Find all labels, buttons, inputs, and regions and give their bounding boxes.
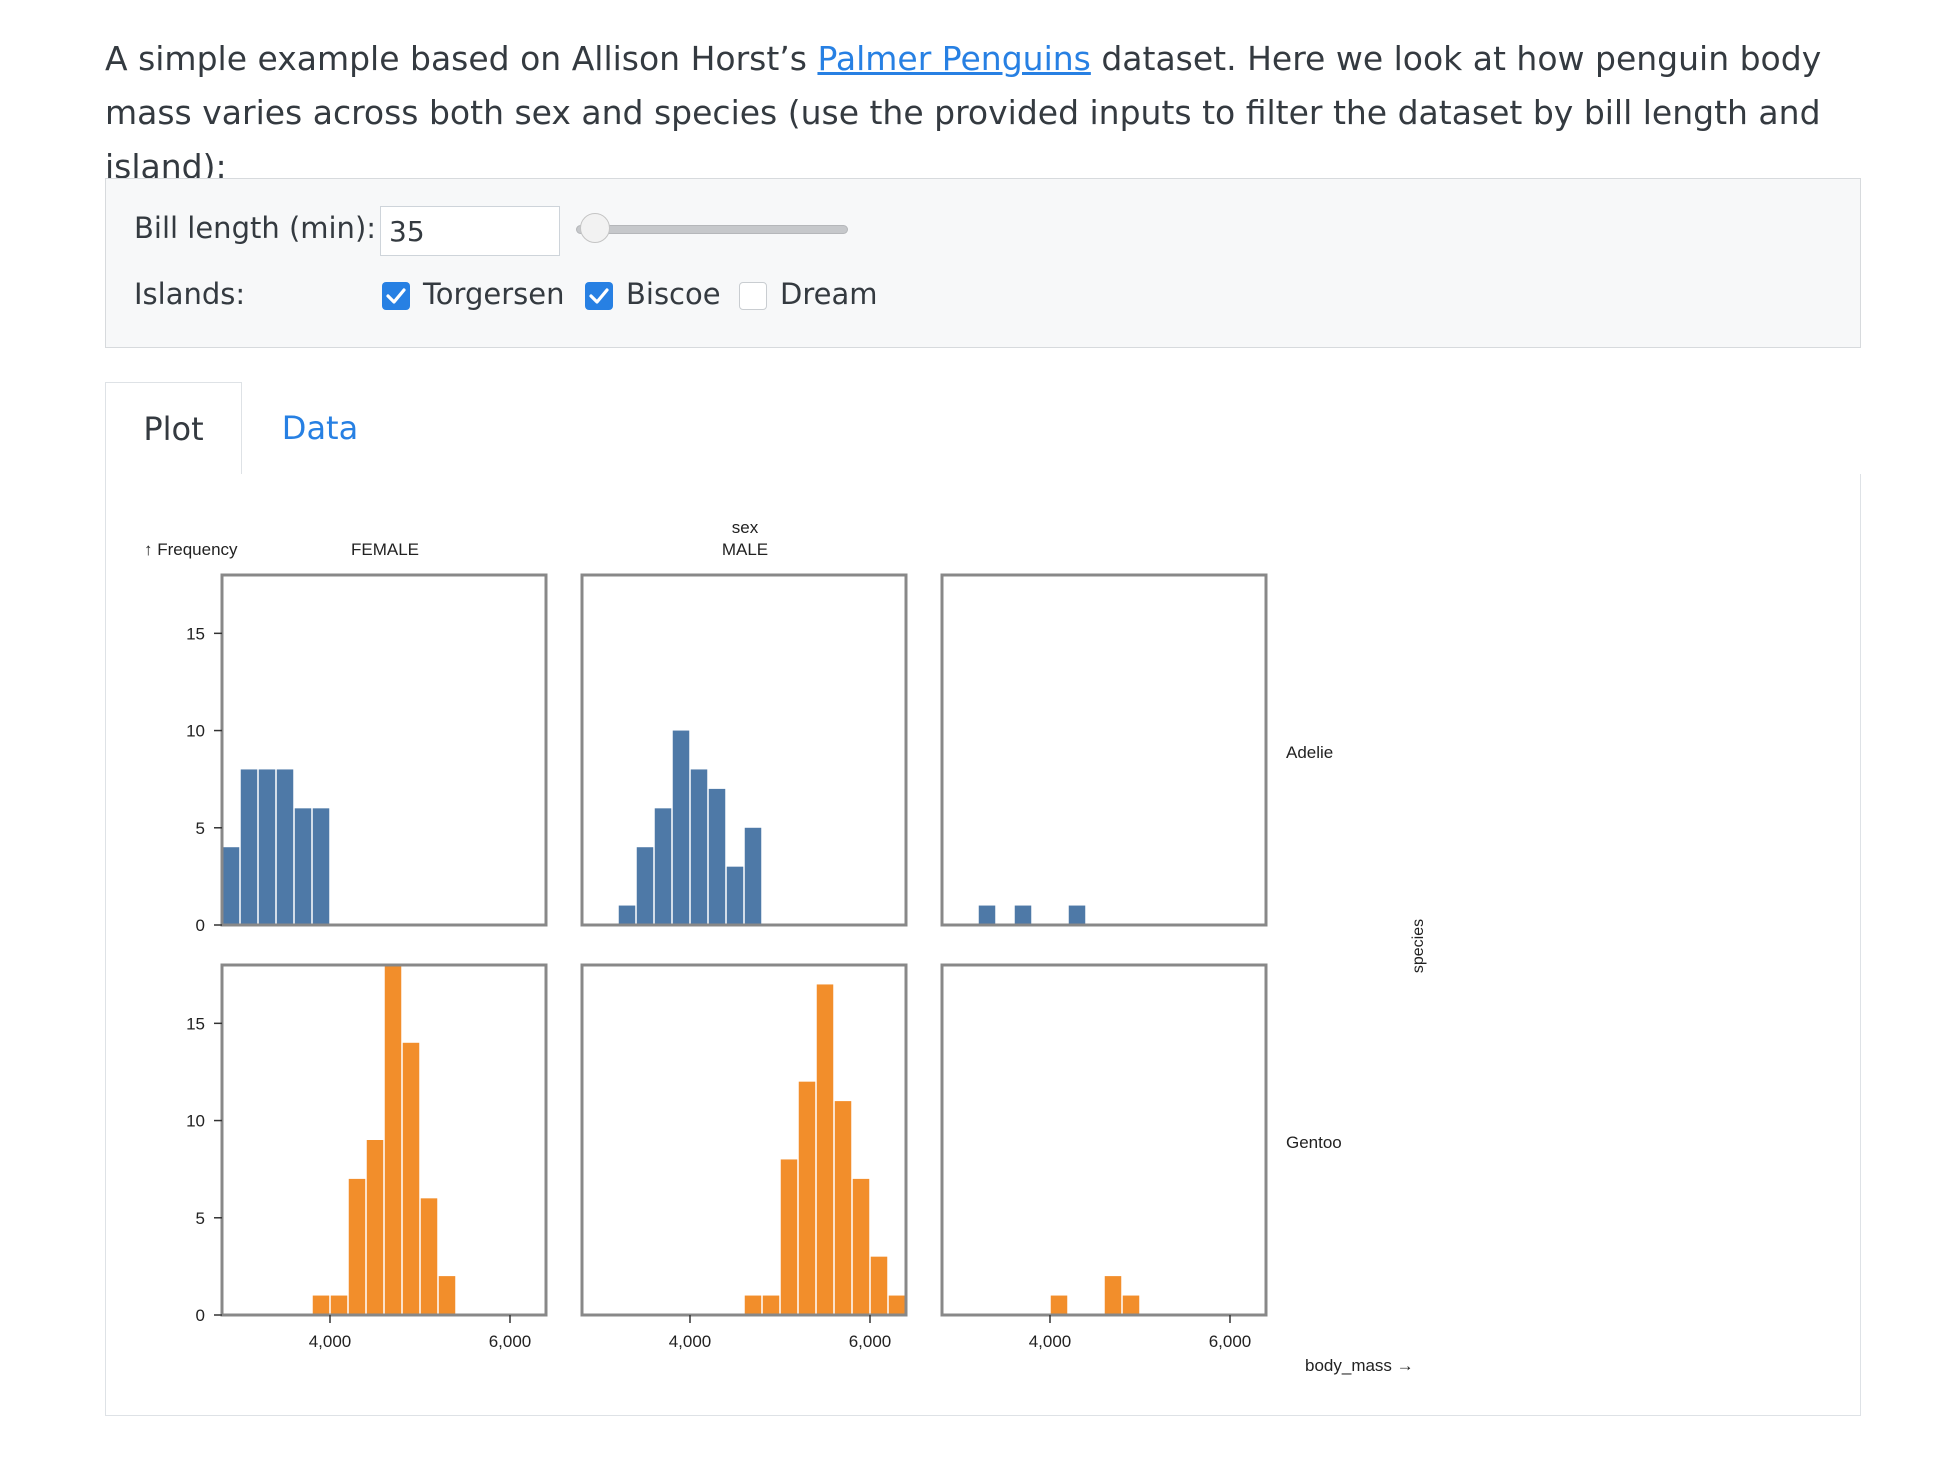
histogram-bar-gentoo-female bbox=[402, 1042, 420, 1315]
histogram-bar-gentoo-male bbox=[834, 1101, 852, 1315]
y-tick-label: 5 bbox=[196, 819, 205, 838]
histogram-bar-adelie-female bbox=[294, 808, 312, 925]
histogram-bar-adelie-male bbox=[618, 905, 636, 925]
histogram-bar-gentoo-female bbox=[312, 1295, 330, 1315]
x-tick-label: 6,000 bbox=[1209, 1332, 1252, 1351]
dream-label: Dream bbox=[780, 277, 878, 311]
histogram-bar-gentoo-male bbox=[798, 1081, 816, 1315]
panel-frame bbox=[220, 573, 548, 927]
bill-length-label: Bill length (min): bbox=[134, 211, 377, 245]
row-label-adelie: Adelie bbox=[1286, 743, 1333, 762]
histogram-bar-gentoo-female bbox=[384, 965, 402, 1315]
row-label-gentoo: Gentoo bbox=[1286, 1133, 1342, 1152]
biscoe-label: Biscoe bbox=[626, 277, 721, 311]
panel-frame bbox=[580, 963, 908, 1317]
dream-checkbox[interactable] bbox=[739, 282, 767, 310]
y-tick-label: 15 bbox=[186, 1014, 205, 1033]
histogram-bar-gentoo-male bbox=[762, 1295, 780, 1315]
intro-text-after: dataset. Here we look at how penguin bod… bbox=[105, 39, 1822, 186]
histogram-bar-gentoo-female bbox=[348, 1178, 366, 1315]
panel-frame bbox=[940, 963, 1268, 1317]
x-tick-label: 6,000 bbox=[849, 1332, 892, 1351]
histogram-bar-adelie-unknown bbox=[1068, 905, 1086, 925]
histogram-bar-adelie-unknown bbox=[1014, 905, 1032, 925]
bill-length-slider-handle[interactable] bbox=[580, 213, 610, 243]
histogram-bar-gentoo-female bbox=[366, 1140, 384, 1315]
histogram-bar-adelie-male bbox=[690, 769, 708, 925]
histogram-bar-gentoo-male bbox=[816, 984, 834, 1315]
bill-length-slider[interactable] bbox=[576, 225, 848, 234]
panel-frame bbox=[220, 963, 548, 1317]
facet-y-label: species bbox=[1410, 919, 1427, 973]
histogram-bar-adelie-female bbox=[240, 769, 258, 925]
histogram-bar-adelie-male bbox=[708, 788, 726, 925]
x-tick-label: 6,000 bbox=[489, 1332, 532, 1351]
biscoe-checkbox[interactable] bbox=[585, 282, 613, 310]
y-tick-label: 10 bbox=[186, 1112, 205, 1131]
column-label-male: MALE bbox=[722, 540, 768, 559]
check-icon bbox=[589, 288, 609, 304]
histogram-bar-gentoo-female bbox=[330, 1295, 348, 1315]
histogram-bar-gentoo-male bbox=[744, 1295, 762, 1315]
histogram-bar-gentoo-male bbox=[852, 1178, 870, 1315]
histogram-bar-adelie-male bbox=[672, 730, 690, 925]
tab-plot[interactable]: Plot bbox=[105, 382, 242, 475]
tab-data[interactable]: Data bbox=[281, 409, 359, 447]
torgersen-label: Torgersen bbox=[423, 277, 565, 311]
y-tick-label: 5 bbox=[196, 1209, 205, 1228]
panel-frame bbox=[580, 573, 908, 927]
intro-paragraph: A simple example based on Allison Horst’… bbox=[105, 32, 1885, 194]
histogram-bar-gentoo-female bbox=[438, 1276, 456, 1315]
histogram-bar-adelie-male bbox=[726, 866, 744, 925]
x-tick-label: 4,000 bbox=[1029, 1332, 1072, 1351]
y-tick-label: 15 bbox=[186, 624, 205, 643]
histogram-bar-adelie-male bbox=[636, 847, 654, 925]
bill-length-input[interactable] bbox=[380, 206, 560, 256]
panel-frame bbox=[940, 573, 1268, 927]
histogram-bar-adelie-male bbox=[744, 827, 762, 925]
histogram-bar-adelie-female bbox=[312, 808, 330, 925]
histogram-bar-gentoo-male bbox=[888, 1295, 906, 1315]
column-label-female: FEMALE bbox=[351, 540, 419, 559]
histogram-bar-gentoo-unknown bbox=[1050, 1295, 1068, 1315]
histogram-bar-gentoo-female bbox=[420, 1198, 438, 1315]
islands-label: Islands: bbox=[134, 277, 246, 311]
histogram-bar-gentoo-unknown bbox=[1122, 1295, 1140, 1315]
torgersen-checkbox[interactable] bbox=[382, 282, 410, 310]
histogram-bar-adelie-female bbox=[222, 847, 240, 925]
y-tick-label: 0 bbox=[196, 1306, 205, 1325]
intro-text-before: A simple example based on Allison Horst’… bbox=[105, 39, 818, 78]
y-tick-label: 10 bbox=[186, 722, 205, 741]
palmer-penguins-link[interactable]: Palmer Penguins bbox=[817, 39, 1091, 78]
inputs-panel: Bill length (min): Islands: Torgersen Bi… bbox=[105, 178, 1861, 348]
histogram-bar-adelie-female bbox=[276, 769, 294, 925]
histogram-bar-gentoo-male bbox=[780, 1159, 798, 1315]
y-axis-label: ↑ Frequency bbox=[144, 540, 238, 559]
x-tick-label: 4,000 bbox=[669, 1332, 712, 1351]
histogram-bar-adelie-unknown bbox=[978, 905, 996, 925]
histogram-bar-gentoo-male bbox=[870, 1256, 888, 1315]
check-icon bbox=[386, 288, 406, 304]
faceted-histogram-chart: ↑ Frequency sex FEMALE MALE Adelie Gento… bbox=[144, 518, 1427, 1375]
x-axis-label: body_mass → bbox=[1305, 1356, 1414, 1375]
facet-x-label: sex bbox=[732, 518, 759, 537]
histogram-bar-adelie-male bbox=[654, 808, 672, 925]
histogram-bar-gentoo-unknown bbox=[1104, 1276, 1122, 1315]
histogram-bar-adelie-female bbox=[258, 769, 276, 925]
x-tick-label: 4,000 bbox=[309, 1332, 352, 1351]
y-tick-label: 0 bbox=[196, 916, 205, 935]
